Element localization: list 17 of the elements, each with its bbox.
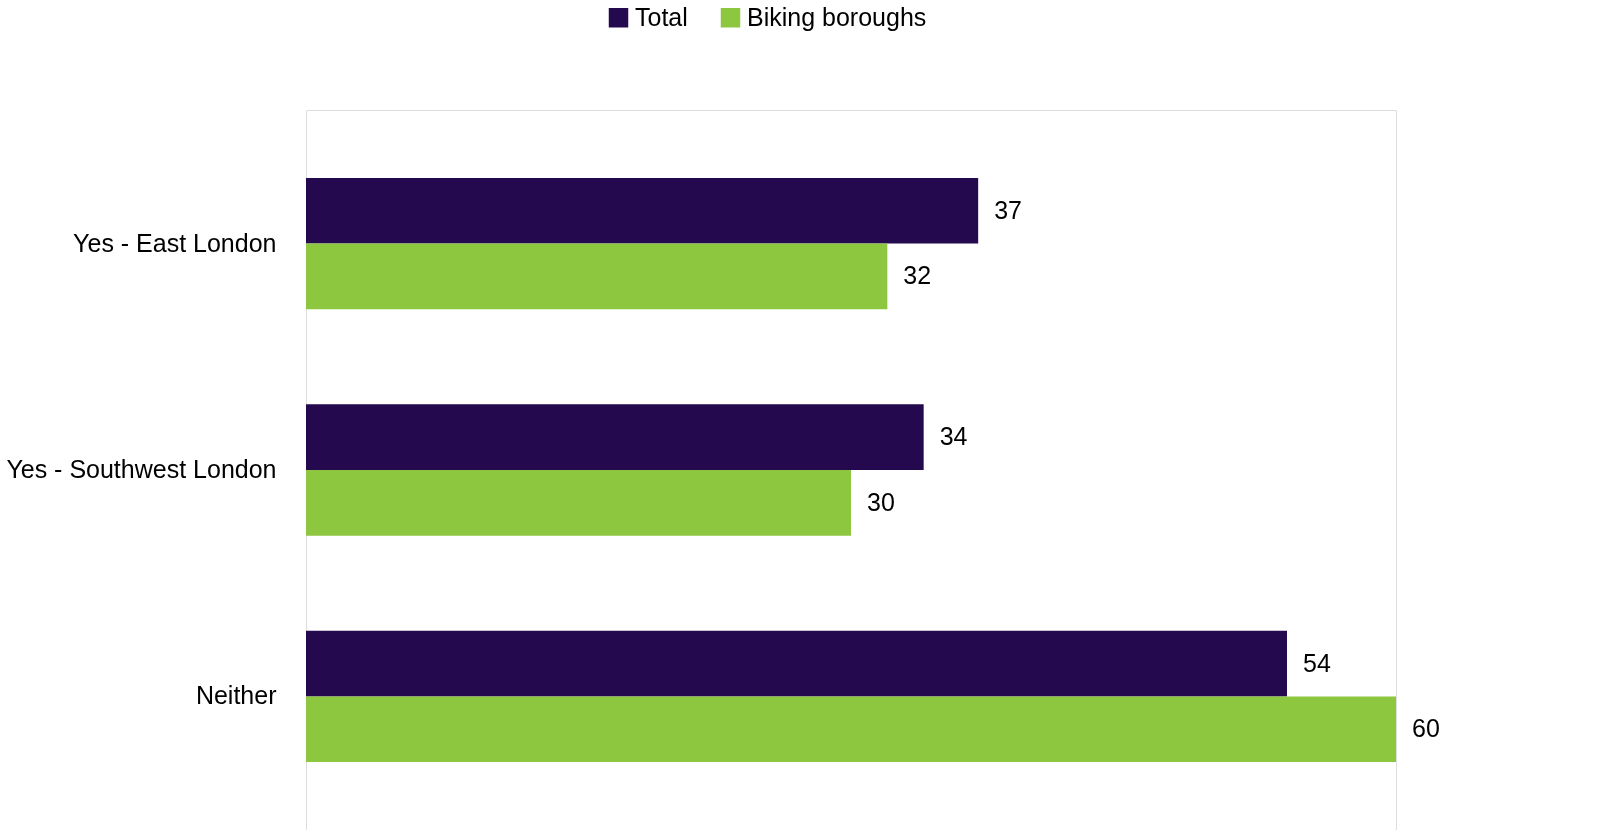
legend-label: Biking boroughs [747,2,927,31]
data-label: 34 [939,422,968,451]
bar [306,630,1287,697]
y-tick-label: Yes - Southwest London [6,455,277,483]
data-label: 32 [903,261,932,290]
data-label: 60 [1412,714,1440,743]
data-label: 54 [1303,648,1331,677]
bar [306,470,851,536]
y-tick-label: Neither [195,681,277,710]
data-label: 30 [867,487,895,516]
bar [306,177,979,244]
data-label: 37 [994,195,1022,224]
y-tick-label: Yes - East London [73,228,277,257]
bar [306,243,888,310]
bar [306,696,1396,763]
legend-label: Total [635,2,688,31]
bar [306,404,924,470]
